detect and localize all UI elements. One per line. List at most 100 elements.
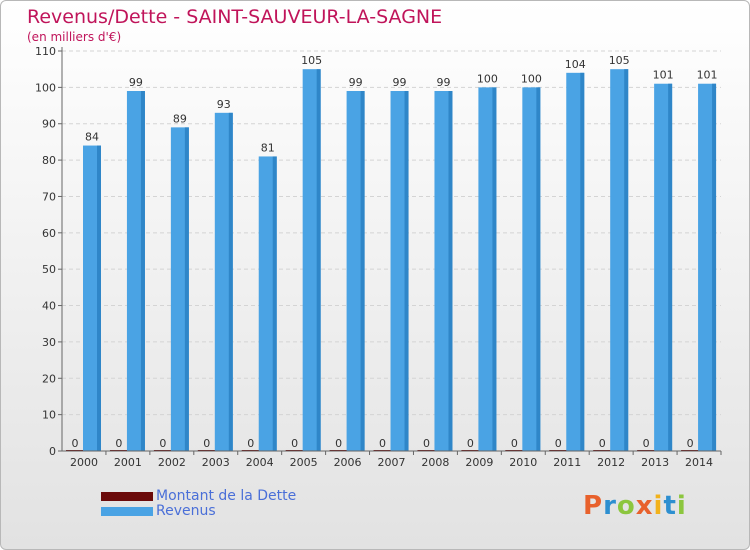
data-label-dette: 0 — [643, 437, 650, 450]
x-tick-label: 2009 — [465, 456, 493, 469]
legend-swatch-revenus — [101, 507, 153, 516]
bar-revenus — [478, 87, 497, 451]
data-label-dette: 0 — [291, 437, 298, 450]
data-label-revenus: 105 — [301, 54, 322, 67]
data-label-revenus: 89 — [173, 112, 187, 125]
y-tick-label: 50 — [42, 263, 56, 276]
data-label-dette: 0 — [379, 437, 386, 450]
y-tick-label: 60 — [42, 227, 56, 240]
bar-revenus-shade — [448, 91, 453, 451]
data-label-revenus: 99 — [349, 76, 363, 89]
x-tick-label: 2005 — [290, 456, 318, 469]
bar-revenus — [126, 91, 145, 451]
bar-revenus — [346, 91, 365, 451]
logo-letter: t — [663, 491, 677, 521]
x-tick-label: 2003 — [202, 456, 230, 469]
x-tick-label: 2000 — [70, 456, 98, 469]
x-tick-label: 2012 — [597, 456, 625, 469]
bar-revenus — [566, 72, 585, 452]
data-label-revenus: 104 — [565, 58, 586, 71]
bar-revenus — [698, 83, 717, 452]
y-tick-label: 30 — [42, 336, 56, 349]
data-label-dette: 0 — [159, 437, 166, 450]
data-label-revenus: 99 — [436, 76, 450, 89]
bar-revenus — [302, 69, 321, 451]
y-tick-label: 80 — [42, 154, 56, 167]
data-label-dette: 0 — [599, 437, 606, 450]
x-tick-label: 2002 — [158, 456, 186, 469]
bar-revenus — [390, 91, 409, 451]
x-tick-label: 2011 — [553, 456, 581, 469]
bar-revenus — [522, 87, 541, 451]
x-tick-label: 2007 — [378, 456, 406, 469]
bar-revenus-shade — [712, 83, 717, 452]
bar-revenus — [214, 112, 233, 452]
data-label-dette: 0 — [423, 437, 430, 450]
data-label-revenus: 100 — [477, 72, 498, 85]
y-tick-label: 90 — [42, 118, 56, 131]
bar-revenus-shade — [184, 127, 189, 451]
data-label-revenus: 105 — [609, 54, 630, 67]
bar-revenus — [654, 83, 673, 452]
data-label-dette: 0 — [115, 437, 122, 450]
data-label-revenus: 84 — [85, 131, 99, 144]
bar-revenus-shade — [668, 83, 673, 452]
bar-revenus-shade — [360, 91, 365, 451]
x-tick-label: 2008 — [421, 456, 449, 469]
bar-revenus — [610, 69, 629, 451]
bar-revenus-shade — [580, 72, 585, 452]
x-tick-label: 2006 — [334, 456, 362, 469]
y-tick-label: 40 — [42, 300, 56, 313]
chart-subtitle: (en milliers d'€) — [27, 30, 122, 44]
data-label-revenus: 81 — [261, 141, 275, 154]
data-label-dette: 0 — [555, 437, 562, 450]
logo-letter: r — [603, 491, 617, 521]
y-tick-label: 20 — [42, 372, 56, 385]
data-label-dette: 0 — [511, 437, 518, 450]
x-tick-label: 2001 — [114, 456, 142, 469]
data-label-revenus: 93 — [217, 98, 231, 111]
data-label-revenus: 99 — [393, 76, 407, 89]
bar-revenus-shade — [536, 87, 541, 451]
data-label-dette: 0 — [467, 437, 474, 450]
legend-swatch-dette — [101, 492, 153, 501]
bar-revenus — [83, 145, 101, 451]
logo-letter: i — [676, 491, 687, 521]
chart-title: Revenus/Dette - SAINT-SAUVEUR-LA-SAGNE — [27, 6, 443, 28]
data-label-dette: 0 — [72, 437, 79, 450]
data-label-revenus: 101 — [697, 69, 718, 82]
data-label-dette: 0 — [247, 437, 254, 450]
x-tick-label: 2014 — [685, 456, 713, 469]
x-tick-label: 2004 — [246, 456, 274, 469]
bar-revenus-shade — [492, 87, 497, 451]
legend-label-revenus: Revenus — [156, 503, 216, 519]
bar-revenus-shade — [316, 69, 321, 451]
data-label-dette: 0 — [687, 437, 694, 450]
logo-letter: P — [583, 491, 604, 521]
bar-revenus — [434, 91, 453, 451]
logo-letter: i — [653, 491, 664, 521]
logo-letter: o — [616, 491, 636, 521]
bar-revenus — [170, 127, 189, 451]
bar-revenus-shade — [404, 91, 409, 451]
y-tick-label: 10 — [42, 409, 56, 422]
data-label-revenus: 101 — [653, 69, 674, 82]
bar-revenus-shade — [140, 91, 145, 451]
legend-label-dette: Montant de la Dette — [156, 488, 297, 504]
bar-revenus-shade — [272, 156, 277, 452]
bar-revenus-shade — [97, 145, 101, 451]
y-tick-label: 100 — [35, 81, 56, 94]
bar-revenus-shade — [228, 112, 233, 452]
y-tick-label: 0 — [49, 445, 56, 458]
y-tick-label: 70 — [42, 190, 56, 203]
x-tick-label: 2010 — [509, 456, 537, 469]
bar-revenus — [258, 156, 277, 452]
proxiti-logo: Proxiti — [583, 491, 687, 521]
bar-revenus-shade — [624, 69, 629, 451]
logo-letter: x — [635, 491, 654, 521]
data-label-revenus: 99 — [129, 76, 143, 89]
x-tick-label: 2013 — [641, 456, 669, 469]
data-label-revenus: 100 — [521, 72, 542, 85]
